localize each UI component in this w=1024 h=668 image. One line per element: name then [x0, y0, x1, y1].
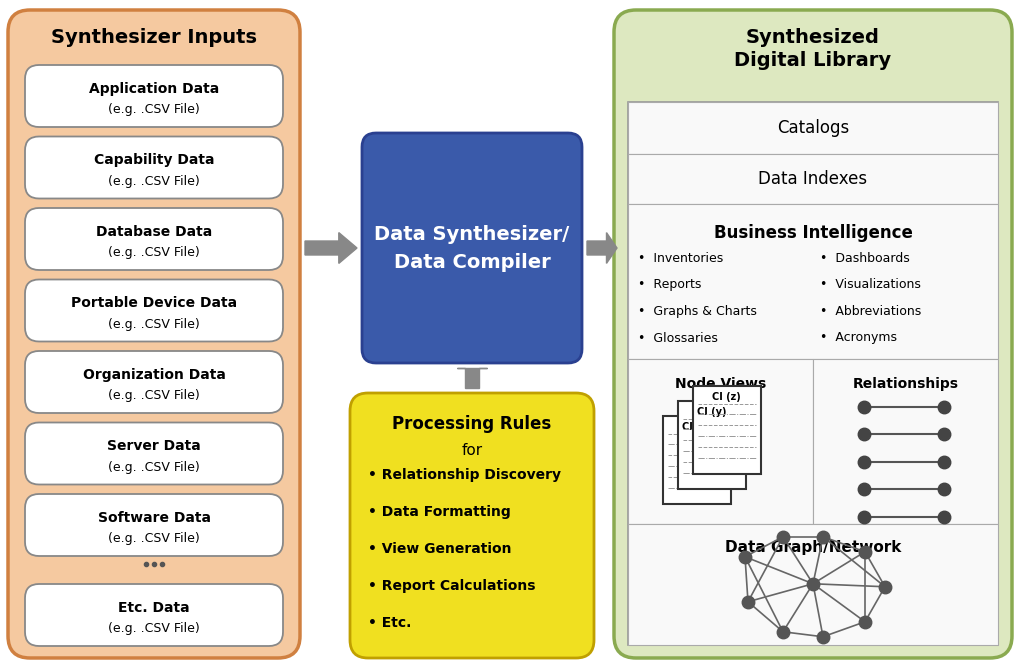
- Text: Application Data: Application Data: [89, 81, 219, 96]
- Text: Data Synthesizer/
Data Compiler: Data Synthesizer/ Data Compiler: [375, 224, 569, 271]
- FancyBboxPatch shape: [25, 65, 283, 127]
- Text: Software Data: Software Data: [97, 510, 211, 524]
- Text: •  Graphs & Charts: • Graphs & Charts: [638, 305, 757, 318]
- Bar: [693, 385, 761, 474]
- Bar: [678, 401, 745, 489]
- Text: (e.g. .CSV File): (e.g. .CSV File): [109, 622, 200, 635]
- Text: •  Abbreviations: • Abbreviations: [820, 305, 922, 318]
- Text: • Data Formatting: • Data Formatting: [368, 505, 511, 519]
- FancyArrow shape: [305, 232, 357, 263]
- FancyBboxPatch shape: [25, 584, 283, 646]
- Text: • Etc.: • Etc.: [368, 616, 412, 630]
- Bar: [813, 359, 998, 524]
- Bar: [628, 154, 998, 204]
- Text: Organization Data: Organization Data: [83, 367, 225, 381]
- FancyBboxPatch shape: [362, 133, 582, 363]
- Bar: [628, 524, 998, 645]
- Text: Processing Rules: Processing Rules: [392, 415, 552, 433]
- Text: •  Visualizations: • Visualizations: [820, 279, 922, 291]
- FancyBboxPatch shape: [350, 393, 594, 658]
- Text: Database Data: Database Data: [96, 224, 212, 238]
- Text: Capability Data: Capability Data: [94, 153, 214, 167]
- Bar: [628, 102, 998, 645]
- Text: Synthesized
Digital Library: Synthesized Digital Library: [734, 28, 892, 71]
- Text: (e.g. .CSV File): (e.g. .CSV File): [109, 174, 200, 188]
- Text: Synthesizer Inputs: Synthesizer Inputs: [51, 28, 257, 47]
- Text: (e.g. .CSV File): (e.g. .CSV File): [109, 318, 200, 331]
- Text: •  Dashboards: • Dashboards: [820, 252, 910, 265]
- Text: CI (x): CI (x): [682, 422, 712, 432]
- Text: (e.g. .CSV File): (e.g. .CSV File): [109, 461, 200, 474]
- Text: Catalogs: Catalogs: [777, 119, 849, 137]
- FancyBboxPatch shape: [25, 494, 283, 556]
- Text: Etc. Data: Etc. Data: [118, 601, 189, 615]
- FancyBboxPatch shape: [25, 279, 283, 341]
- Text: (e.g. .CSV File): (e.g. .CSV File): [109, 103, 200, 116]
- Text: CI (z): CI (z): [713, 391, 741, 401]
- FancyBboxPatch shape: [8, 10, 300, 658]
- Text: Data Graph/Network: Data Graph/Network: [725, 540, 901, 555]
- Text: (e.g. .CSV File): (e.g. .CSV File): [109, 532, 200, 545]
- Text: • Relationship Discovery: • Relationship Discovery: [368, 468, 561, 482]
- Text: •  Reports: • Reports: [638, 279, 701, 291]
- Bar: [628, 359, 813, 524]
- Text: •  Glossaries: • Glossaries: [638, 331, 718, 345]
- FancyBboxPatch shape: [25, 351, 283, 413]
- Text: •  Inventories: • Inventories: [638, 252, 723, 265]
- Text: CI (y): CI (y): [697, 407, 727, 417]
- FancyBboxPatch shape: [25, 422, 283, 484]
- FancyArrow shape: [457, 368, 487, 388]
- Text: (e.g. .CSV File): (e.g. .CSV File): [109, 246, 200, 259]
- Text: Business Intelligence: Business Intelligence: [714, 224, 912, 242]
- Text: Server Data: Server Data: [108, 439, 201, 453]
- Text: • View Generation: • View Generation: [368, 542, 512, 556]
- Text: (e.g. .CSV File): (e.g. .CSV File): [109, 389, 200, 402]
- Text: •  Acronyms: • Acronyms: [820, 331, 897, 345]
- Text: Node Views: Node Views: [675, 377, 766, 391]
- Text: Data Indexes: Data Indexes: [759, 170, 867, 188]
- Bar: [628, 204, 998, 359]
- Bar: [628, 102, 998, 154]
- FancyArrow shape: [587, 232, 617, 263]
- Text: Portable Device Data: Portable Device Data: [71, 296, 238, 310]
- Text: for: for: [462, 443, 482, 458]
- Bar: [663, 415, 731, 504]
- FancyBboxPatch shape: [25, 136, 283, 198]
- Text: • Report Calculations: • Report Calculations: [368, 579, 536, 593]
- FancyBboxPatch shape: [614, 10, 1012, 658]
- FancyBboxPatch shape: [25, 208, 283, 270]
- Text: Relationships: Relationships: [853, 377, 958, 391]
